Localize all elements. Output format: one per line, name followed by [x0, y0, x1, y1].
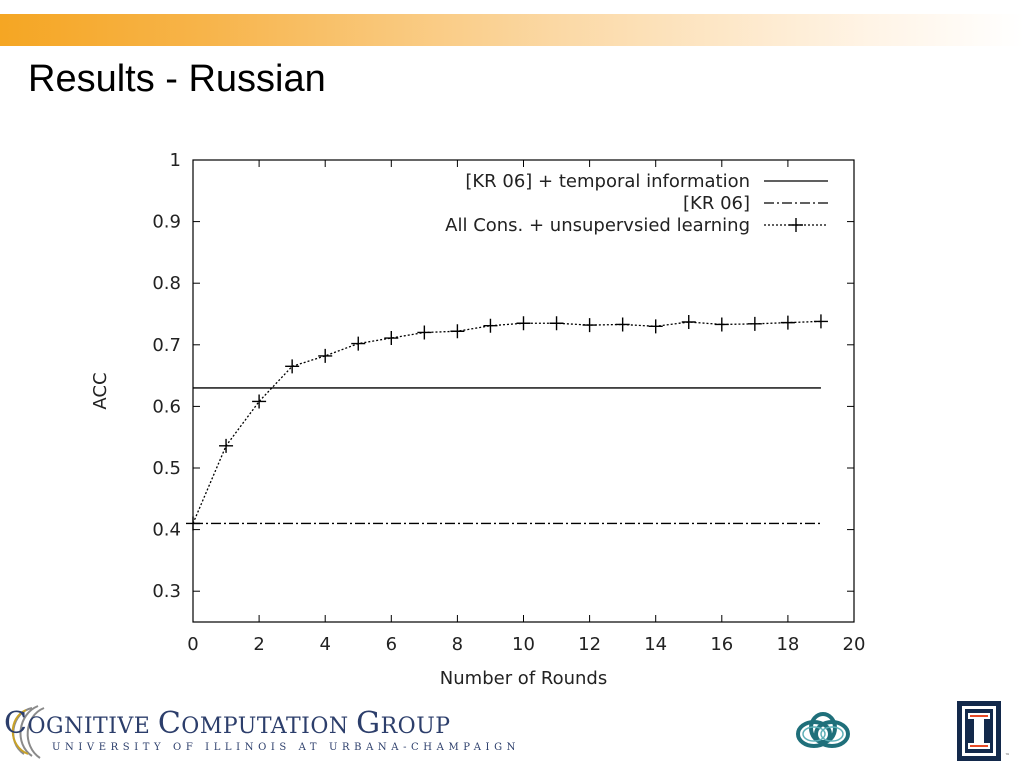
group-name: COGNITIVE COMPUTATION GROUP: [4, 706, 451, 741]
trademark-mark: ™: [1005, 753, 1010, 759]
data-point-2-12: [582, 318, 597, 333]
data-point-2-5: [351, 336, 366, 351]
data-point-2-2: [252, 394, 267, 409]
x-tick-label-1: 2: [253, 634, 264, 655]
y-axis-label: ACC: [90, 372, 111, 409]
x-tick-label-3: 6: [386, 634, 397, 655]
data-point-2-14: [648, 319, 663, 334]
group-word-3: ROUP: [380, 714, 451, 739]
y-tick-label-3: 0.6: [152, 396, 181, 417]
data-point-2-18: [780, 315, 795, 330]
knot-logo-icon: [796, 712, 850, 748]
top-banner: [0, 14, 1024, 46]
x-axis-label: Number of Rounds: [440, 668, 607, 689]
legend-marker-2: [789, 218, 803, 232]
x-tick-label-10: 20: [843, 634, 866, 655]
legend-label-2: All Cons. + unsupervsied learning: [445, 215, 750, 236]
x-tick-label-8: 16: [710, 634, 733, 655]
group-letter-c: C: [4, 706, 28, 741]
data-point-2-13: [615, 317, 630, 332]
group-word-2: OMPUTATION: [181, 714, 357, 739]
data-point-2-8: [450, 324, 465, 339]
group-letter-g: G: [356, 706, 381, 741]
data-point-2-4: [318, 348, 333, 363]
accuracy-chart: 0 2 4 6 8 10 12 14 16 18 20 0.3 0.4 0.5 0.6 0.7 0.8 0.9 1 N…: [90, 150, 866, 689]
data-point-2-1: [219, 438, 234, 453]
group-letter-c2: C: [157, 706, 182, 741]
x-tick-label-9: 18: [776, 634, 799, 655]
y-tick-label-1: 0.4: [152, 520, 181, 541]
legend-label-1: [KR 06]: [683, 193, 750, 214]
data-point-2-10: [516, 316, 531, 331]
swirl-icon: [11, 705, 45, 759]
x-tick-label-2: 4: [319, 634, 330, 655]
x-tick-label-5: 10: [512, 634, 535, 655]
slide-title: Results - Russian: [28, 58, 326, 100]
data-point-2-7: [417, 325, 432, 340]
y-tick-label-0: 0.3: [152, 581, 181, 602]
university-name: UNIVERSITY OF ILLINOIS AT URBANA-CHAMPAI…: [52, 742, 521, 753]
data-point-2-11: [549, 316, 564, 331]
y-tick-label-6: 0.9: [152, 212, 181, 233]
data-point-2-6: [384, 331, 399, 346]
y-tick-label-4: 0.7: [152, 335, 181, 356]
data-point-2-0: [186, 516, 200, 531]
data-point-2-19: [813, 314, 828, 329]
data-point-2-3: [285, 359, 300, 374]
series-line-2: [192, 320, 821, 524]
group-word-1: OGNITIVE: [27, 714, 158, 739]
x-tick-label-0: 0: [187, 634, 198, 655]
y-tick-label-7: 1: [170, 150, 181, 171]
x-tick-label-6: 12: [578, 634, 601, 655]
x-tick-label-4: 8: [452, 634, 463, 655]
data-point-2-15: [681, 315, 696, 330]
x-tick-label-7: 14: [644, 634, 667, 655]
data-point-2-9: [483, 318, 498, 333]
data-point-2-17: [747, 316, 762, 331]
legend-label-0: [KR 06] + temporal information: [465, 171, 750, 192]
y-tick-label-5: 0.8: [152, 273, 181, 294]
y-tick-label-2: 0.5: [152, 458, 181, 479]
data-point-2-16: [714, 317, 729, 332]
uiuc-logo-icon: [957, 701, 1001, 761]
